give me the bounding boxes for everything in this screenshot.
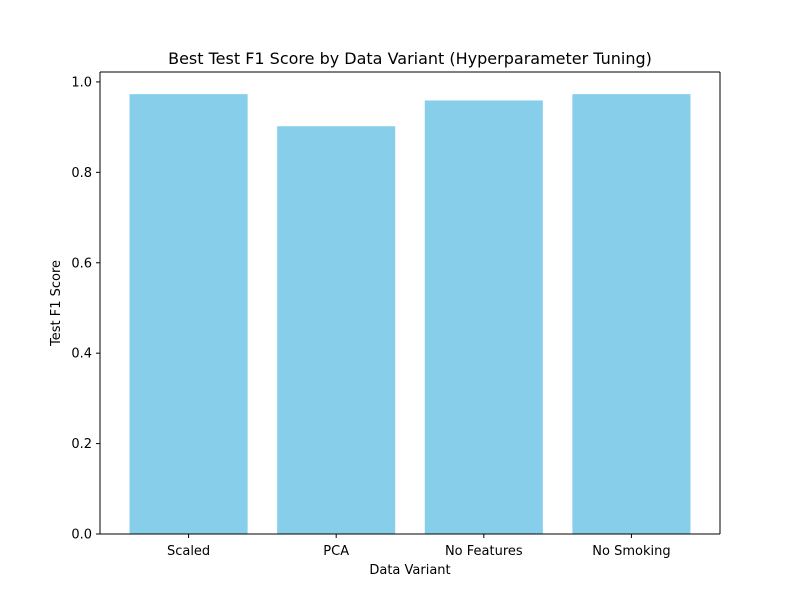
bar-no-features [424, 100, 543, 534]
x-tick-label: PCA [323, 544, 349, 559]
chart-title: Best Test F1 Score by Data Variant (Hype… [168, 49, 652, 68]
bars-layer [129, 94, 691, 534]
y-axis-label: Test F1 Score [49, 260, 64, 347]
y-tick-label: 0.8 [71, 166, 92, 181]
bar-scaled [129, 94, 248, 534]
x-tick-label: Scaled [167, 544, 210, 559]
y-tick-label: 1.0 [71, 75, 92, 90]
y-ticks-layer: 0.0 0.2 0.4 0.6 0.8 1.0 [71, 75, 100, 543]
x-ticks-layer: Scaled PCA No Features No Smoking [167, 534, 671, 559]
y-tick-label: 0.2 [71, 437, 92, 452]
y-tick-label: 0.4 [71, 347, 92, 362]
x-tick-label: No Features [445, 544, 523, 559]
x-axis-label: Data Variant [369, 563, 450, 578]
y-tick-label: 0.6 [71, 256, 92, 271]
axes-layer [99, 71, 721, 535]
y-tick-label: 0.0 [71, 528, 92, 543]
bar-pca [277, 126, 396, 534]
bar-no-smoking [572, 94, 691, 534]
x-tick-label: No Smoking [592, 544, 670, 559]
